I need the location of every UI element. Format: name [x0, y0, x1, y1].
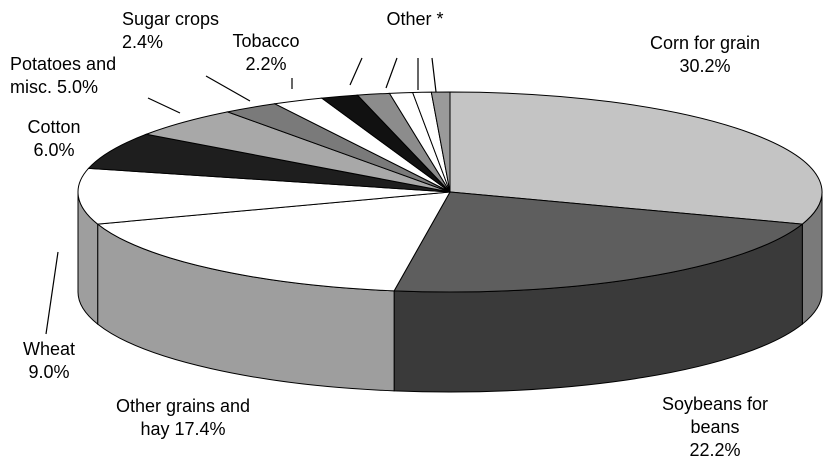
category-label: Soybeans for beans [661, 394, 769, 437]
category-label: Potatoes and misc. [10, 54, 117, 97]
slice [449, 91, 823, 225]
leader-line [45, 251, 59, 335]
slice-label: Soybeans for beans 22.2% [650, 393, 780, 462]
category-label: Sugar crops [122, 9, 220, 29]
value-label: 17.4% [174, 419, 226, 439]
slice-label: Tobacco 2.2% [216, 30, 316, 76]
slice [77, 167, 451, 225]
leader-lines [45, 57, 437, 335]
leader-line [147, 97, 181, 114]
slice-label: Potatoes and misc. 5.0% [10, 53, 140, 99]
leader-line [349, 57, 363, 86]
category-label: Tobacco [232, 31, 300, 51]
value-label: 6.0% [33, 140, 75, 160]
value-label: 9.0% [28, 362, 70, 382]
category-label: Wheat [22, 339, 76, 359]
slice [87, 133, 451, 193]
value-label: 5.0% [57, 77, 99, 97]
slice-label: Sugar crops 2.4% [122, 8, 242, 54]
slice-label: Cotton 6.0% [14, 116, 94, 162]
category-label: Cotton [27, 117, 81, 137]
slice-label: Corn for grain 30.2% [620, 32, 790, 78]
annotation: Other * [386, 9, 444, 29]
value-label: 22.2% [689, 440, 741, 460]
value-label: 2.2% [245, 54, 287, 74]
slice [430, 91, 451, 193]
value-label: 2.4% [122, 32, 164, 52]
category-label: Corn for grain [649, 33, 761, 53]
value-label: 30.2% [679, 56, 731, 76]
slices [77, 91, 823, 393]
slice [393, 191, 804, 293]
slice-label: Wheat 9.0% [14, 338, 84, 384]
slice [96, 191, 451, 292]
slice-label: Other grains and hay 17.4% [98, 395, 268, 441]
category-label: Other grains and hay [115, 396, 251, 439]
leader-line [385, 57, 398, 89]
leader-line [205, 75, 251, 102]
tops [77, 91, 823, 293]
leader-line [431, 57, 437, 93]
